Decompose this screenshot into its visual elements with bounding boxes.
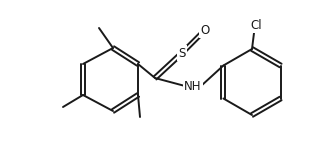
Text: NH: NH (184, 80, 202, 93)
Text: Cl: Cl (250, 19, 262, 32)
Text: S: S (178, 47, 186, 60)
Text: O: O (200, 24, 210, 37)
